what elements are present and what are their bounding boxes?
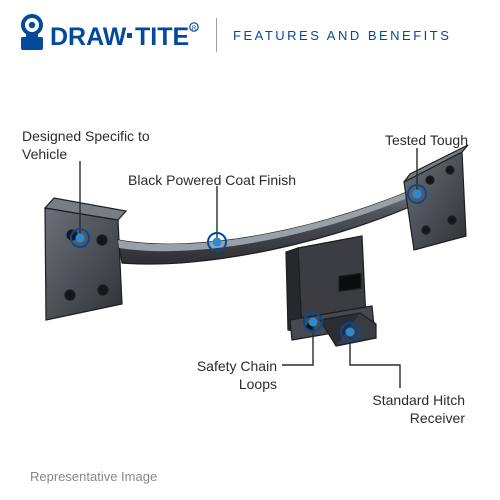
callout-label-black-finish: Black Powered Coat Finish (128, 172, 328, 190)
draw-tite-logo-icon: DRAW TITE R (18, 14, 200, 56)
callout-line-safety-chain-loops (282, 322, 313, 365)
svg-text:R: R (192, 26, 197, 32)
callout-label-safety-chain-loops: Safety Chain Loops (172, 358, 277, 393)
callout-label-tested-tough: Tested Tough (348, 132, 468, 150)
brand-logo: DRAW TITE R (18, 14, 200, 56)
svg-text:TITE: TITE (135, 23, 189, 51)
callout-marker-safety-chain-loops (304, 313, 322, 331)
header-divider (216, 18, 217, 52)
diagram-canvas: Designed Specific to Vehicle Black Powere… (0, 70, 500, 500)
callout-marker-designed-specific (71, 229, 89, 247)
callout-label-designed-specific: Designed Specific to Vehicle (22, 128, 162, 163)
header-title: FEATURES AND BENEFITS (233, 28, 451, 43)
header-bar: DRAW TITE R FEATURES AND BENEFITS (0, 0, 500, 70)
callout-label-standard-hitch-receiver: Standard Hitch Receiver (340, 392, 465, 427)
callout-marker-tested-tough (408, 185, 426, 203)
callout-line-standard-hitch-receiver (350, 332, 400, 388)
callout-marker-standard-hitch-receiver (341, 323, 359, 341)
footer-note: Representative Image (30, 469, 157, 484)
svg-text:DRAW: DRAW (50, 23, 127, 51)
callout-marker-black-finish (208, 233, 226, 251)
